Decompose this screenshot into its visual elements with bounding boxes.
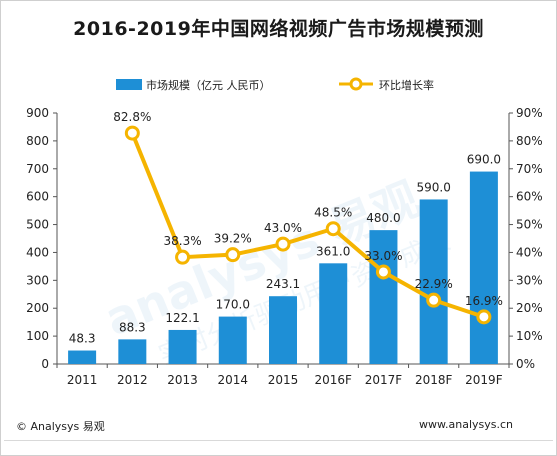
left-tick-label: 300 [26, 273, 49, 287]
x-tick-label: 2017F [365, 373, 403, 387]
right-tick-label: 80% [516, 134, 543, 148]
bar-value-label: 590.0 [416, 180, 450, 194]
bar-value-label: 690.0 [467, 153, 501, 167]
bar-value-label: 361.0 [316, 244, 350, 258]
growth-value-label: 48.5% [314, 206, 352, 220]
right-tick-label: 60% [516, 190, 543, 204]
growth-line-series [124, 125, 492, 325]
growth-point [275, 236, 291, 252]
bar [118, 339, 147, 364]
x-tick-label: 2013 [167, 373, 198, 387]
bar [68, 350, 97, 364]
legend: 市场规模（亿元 人民币） 环比增长率 [116, 77, 434, 92]
right-tick-label: 0% [516, 357, 535, 371]
growth-value-label: 38.3% [163, 234, 201, 248]
bar-value-label: 122.1 [165, 311, 199, 325]
legend-bar-swatch [116, 79, 142, 90]
x-tick-label: 2018F [415, 373, 453, 387]
legend-line-label: 环比增长率 [379, 78, 434, 92]
left-axis: 0 100 200 300 400 500 600 700 800 900 [26, 106, 58, 371]
bar-value-label: 243.1 [266, 277, 300, 291]
right-tick-label: 30% [516, 273, 543, 287]
bar-value-label: 170.0 [216, 298, 250, 312]
x-tick-label: 2011 [67, 373, 98, 387]
left-tick-label: 700 [26, 162, 49, 176]
bar-value-label: 88.3 [119, 320, 146, 334]
growth-value-label: 22.9% [415, 277, 453, 291]
bar-value-label: 480.0 [366, 211, 400, 225]
right-axis: 0% 10% 20% 30% 40% 50% 60% 70% 80% 90% [508, 106, 543, 371]
x-tick-label: 2015 [268, 373, 299, 387]
left-tick-label: 200 [26, 301, 49, 315]
left-tick-label: 800 [26, 134, 49, 148]
legend-bar-label: 市场规模（亿元 人民币） [146, 78, 271, 92]
growth-value-label: 39.2% [214, 232, 252, 246]
bar [369, 230, 398, 364]
growth-point [375, 264, 391, 280]
bar-value-labels: 48.3 88.3 122.1 170.0 243.1 361.0 480.0 590.0 69… [69, 153, 501, 346]
legend-line-marker [349, 77, 363, 91]
bar [319, 263, 348, 364]
left-tick-label: 900 [26, 106, 49, 120]
growth-value-label: 43.0% [264, 221, 302, 235]
growth-line [130, 132, 485, 319]
bar-value-label: 48.3 [69, 332, 96, 346]
bar [218, 316, 247, 364]
growth-point [175, 249, 191, 265]
bar [269, 296, 297, 364]
chart-title: 2016-2019年中国网络视频广告市场规模预测 [73, 18, 484, 40]
growth-value-labels: 82.8% 38.3% 39.2% 43.0% 48.5% 33.0% 22.9% 16.9% [113, 110, 503, 308]
right-tick-label: 90% [516, 106, 543, 120]
growth-point [124, 125, 140, 141]
growth-point [426, 292, 442, 308]
right-tick-label: 40% [516, 245, 543, 259]
x-tick-label: 2019F [465, 373, 503, 387]
bar-series [68, 171, 498, 364]
left-tick-label: 500 [26, 218, 49, 232]
growth-point [476, 309, 492, 325]
left-tick-label: 400 [26, 245, 49, 259]
growth-value-label: 82.8% [113, 110, 151, 124]
right-tick-label: 10% [516, 329, 543, 343]
right-tick-label: 50% [516, 218, 543, 232]
left-tick-label: 100 [26, 329, 49, 343]
x-tick-label: 2014 [218, 373, 249, 387]
right-tick-label: 70% [516, 162, 543, 176]
x-tick-label: 2012 [117, 373, 148, 387]
bar [469, 171, 498, 364]
footer-website[interactable]: www.analysys.cn [419, 418, 513, 431]
bar [419, 199, 448, 364]
left-tick-label: 0 [41, 357, 49, 371]
footer-copyright: © Analysys 易观 [16, 420, 105, 433]
x-tick-label: 2016F [314, 373, 352, 387]
left-tick-label: 600 [26, 190, 49, 204]
growth-point [225, 247, 241, 263]
x-axis: 2011 2012 2013 2014 2015 2016F 2017F 2018F 2019F [56, 363, 510, 387]
footer-divider [4, 440, 553, 441]
right-tick-label: 20% [516, 301, 543, 315]
growth-value-label: 33.0% [364, 249, 402, 263]
bar [168, 329, 197, 364]
growth-value-label: 16.9% [465, 294, 503, 308]
growth-point [325, 221, 341, 237]
